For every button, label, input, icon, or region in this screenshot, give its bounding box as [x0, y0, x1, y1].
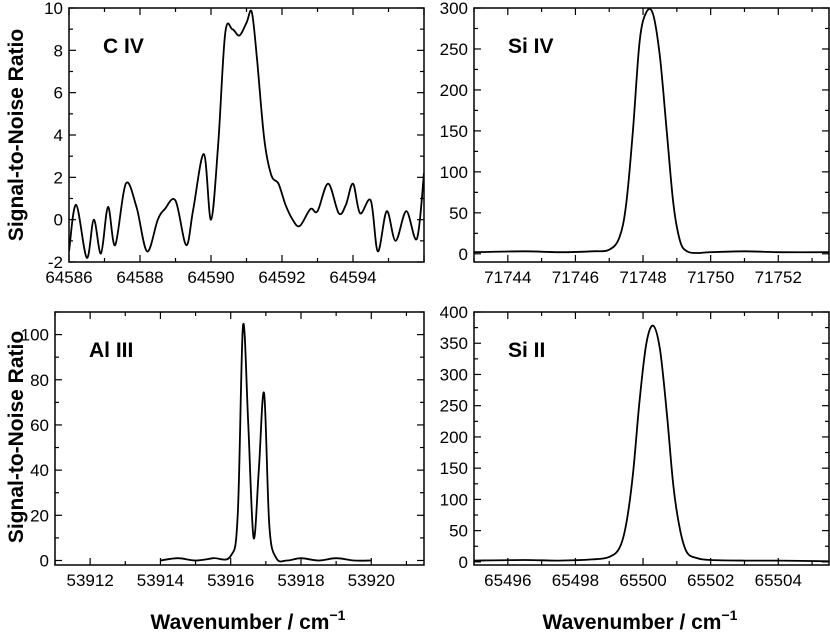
- x-tick-label: 64588: [116, 268, 163, 287]
- x-axis-title-left: Wavenumber / cm−1: [151, 607, 346, 634]
- panels-group: 64586 64588 64590 64592 64594 -2 0 2 4 6 8 10 C IV 71…: [21, 0, 830, 590]
- spectrum-line: [474, 324, 829, 563]
- y-tick-label: 0: [459, 553, 468, 572]
- y-tick-label: 60: [30, 416, 49, 435]
- y-tick-label: 350: [440, 334, 468, 353]
- x-tick-label: 64592: [258, 268, 305, 287]
- x-axis-title-right: Wavenumber / cm−1: [543, 607, 738, 634]
- y-tick-label: 40: [30, 461, 49, 480]
- y-tick-label: 6: [54, 84, 63, 103]
- y-axis-title-bottom: Signal-to-Noise Ratio: [5, 331, 28, 543]
- x-tick-label: 64590: [187, 268, 234, 287]
- spectrum-line: [69, 9, 424, 259]
- x-tick-label: 64594: [329, 268, 376, 287]
- y-tick-label: 0: [54, 211, 63, 230]
- y-tick-label: 0: [40, 551, 49, 570]
- panel-1: 71744 71746 71748 71750 71752 0 50 100 150 200 250…: [440, 0, 830, 287]
- y-tick-label: 250: [440, 397, 468, 416]
- x-tick-label: 65502: [687, 571, 734, 590]
- y-tick-label: 100: [21, 326, 49, 345]
- panel-3: 65496 65498 65500 65502 65504 0 50 100 150 200 250…: [440, 303, 830, 590]
- x-tick-label: 71748: [619, 268, 666, 287]
- x-axis-title-right-text: Wavenumber / cm: [543, 611, 722, 634]
- x-axis-title-right-sup: −1: [721, 607, 737, 623]
- x-tick-label: 53914: [137, 571, 184, 590]
- y-tick-label: 300: [440, 0, 468, 18]
- x-tick-label: 71750: [687, 268, 734, 287]
- y-tick-label: 10: [44, 0, 63, 18]
- panel-label: C IV: [103, 35, 144, 58]
- y-tick-label: 150: [440, 459, 468, 478]
- x-tick-label: 65500: [619, 571, 666, 590]
- panel-0: 64586 64588 64590 64592 64594 -2 0 2 4 6 8 10 C IV: [44, 0, 425, 287]
- y-tick-label: 250: [440, 40, 468, 59]
- y-tick-label: 2: [54, 168, 63, 187]
- y-tick-label: -2: [48, 253, 63, 272]
- y-tick-label: 50: [449, 522, 468, 541]
- panel-label: Si II: [508, 339, 545, 362]
- y-tick-label: 200: [440, 428, 468, 447]
- plot-frame: [473, 7, 830, 263]
- x-tick-label: 65496: [484, 571, 531, 590]
- x-axis-title-left-sup: −1: [329, 607, 345, 623]
- panel-label: Al III: [89, 339, 133, 362]
- spectrum-line: [474, 8, 829, 254]
- x-tick-label: 53920: [348, 571, 395, 590]
- y-tick-label: 80: [30, 371, 49, 390]
- y-tick-label: 20: [30, 506, 49, 525]
- y-tick-label: 100: [440, 163, 468, 182]
- x-tick-label: 53918: [277, 571, 324, 590]
- y-axis-title-top: Signal-to-Noise Ratio: [5, 29, 28, 241]
- spectrum-line: [160, 322, 372, 563]
- x-tick-label: 71752: [755, 268, 802, 287]
- x-tick-label: 65504: [755, 571, 802, 590]
- plot-frame: [473, 311, 830, 566]
- x-tick-label: 64586: [45, 268, 92, 287]
- panel-2: 53912 53914 53916 53918 53920 0 20 40 60 80 100 Al …: [21, 311, 425, 590]
- y-tick-label: 400: [440, 303, 468, 322]
- panel-label: Si IV: [508, 35, 554, 58]
- y-tick-label: 150: [440, 122, 468, 141]
- y-tick-label: 100: [440, 490, 468, 509]
- x-tick-label: 53912: [67, 571, 114, 590]
- y-tick-label: 8: [54, 41, 63, 60]
- x-axis-title-left-text: Wavenumber / cm: [151, 611, 330, 634]
- y-tick-label: 0: [459, 245, 468, 264]
- x-tick-label: 71746: [552, 268, 599, 287]
- x-tick-label: 53916: [207, 571, 254, 590]
- y-tick-label: 4: [54, 126, 63, 145]
- y-tick-label: 200: [440, 81, 468, 100]
- x-tick-label: 71744: [484, 268, 531, 287]
- x-tick-label: 65498: [552, 571, 599, 590]
- y-tick-label: 300: [440, 365, 468, 384]
- y-tick-label: 50: [449, 204, 468, 223]
- plot-frame: [54, 311, 425, 566]
